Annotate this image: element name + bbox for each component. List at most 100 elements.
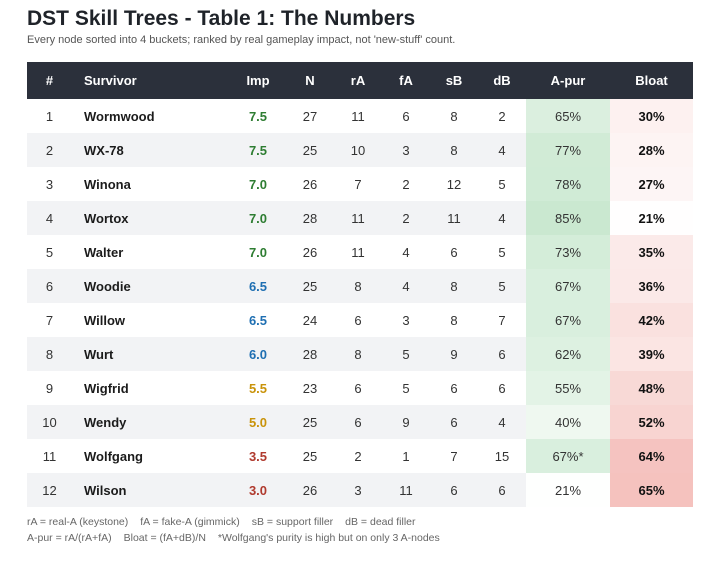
column-header: Imp bbox=[230, 62, 286, 99]
table-cell: 8 bbox=[27, 337, 72, 371]
table-cell: 6 bbox=[450, 244, 458, 260]
table-cell: 42% bbox=[610, 303, 693, 337]
table-cell: 4 bbox=[478, 201, 526, 235]
table-cell: 5 bbox=[382, 337, 430, 371]
table-cell: 15 bbox=[494, 448, 510, 464]
table-cell: Wilson bbox=[72, 473, 230, 507]
table-row: 8 Wurt 6.0 28 8 5 9 6 62% 39% bbox=[27, 337, 693, 371]
table-cell: 8 bbox=[430, 133, 478, 167]
column-header: Survivor bbox=[72, 62, 230, 99]
table-cell: 25 bbox=[286, 405, 334, 439]
table-cell: 6 bbox=[478, 337, 526, 371]
table-cell: 2 bbox=[498, 108, 506, 124]
table-cell: 1 bbox=[402, 448, 410, 464]
table-cell: 6 bbox=[402, 108, 410, 124]
table-cell: 67% bbox=[526, 269, 610, 303]
table-cell: 9 bbox=[382, 405, 430, 439]
table-row: 5 Walter 7.0 26 11 4 6 5 73% 35% bbox=[27, 235, 693, 269]
column-header: dB bbox=[478, 62, 526, 99]
table-cell: 4 bbox=[27, 201, 72, 235]
table-cell: 21% bbox=[638, 210, 665, 226]
table-cell: Woodie bbox=[72, 269, 230, 303]
title: DST Skill Trees - Table 1: The Numbers bbox=[27, 7, 416, 30]
table-cell: 3 bbox=[45, 176, 54, 192]
footnote: sB = support filler bbox=[251, 516, 334, 528]
table-cell: 7.0 bbox=[248, 244, 268, 260]
column-header: rA bbox=[334, 62, 382, 99]
table-cell: Wolfgang bbox=[84, 448, 143, 464]
column-header: Bloat bbox=[610, 62, 693, 99]
table-row: 6 Woodie 6.5 25 8 4 8 5 67% 36% bbox=[27, 269, 693, 303]
table-row: 10 Wendy 5.0 25 6 9 6 4 40% 52% bbox=[27, 405, 693, 439]
table-cell: 5 bbox=[498, 176, 506, 192]
table-cell: Walter bbox=[84, 244, 124, 260]
table-row: 7 Willow 6.5 24 6 3 8 7 67% 42% bbox=[27, 303, 693, 337]
table-cell: 11 bbox=[334, 201, 382, 235]
table-cell: 27% bbox=[610, 167, 693, 201]
table-cell: 4 bbox=[402, 244, 410, 260]
table-cell: 5 bbox=[402, 380, 410, 396]
table-cell: 10 bbox=[27, 405, 72, 439]
table-cell: 7 bbox=[354, 176, 362, 192]
table-row: 1 Wormwood 7.5 27 11 6 8 2 65% 30% bbox=[27, 99, 693, 133]
table-cell: 23 bbox=[302, 380, 318, 396]
table-row: 11 Wolfgang 3.5 25 2 1 7 15 67%* 64% bbox=[27, 439, 693, 473]
table-row: 3 Winona 7.0 26 7 2 12 5 78% 27% bbox=[27, 167, 693, 201]
table-cell: 4 bbox=[382, 269, 430, 303]
table-cell: 11 bbox=[351, 244, 365, 260]
table-cell: 7 bbox=[450, 448, 458, 464]
column-header: sB bbox=[430, 62, 478, 99]
table-cell: 3 bbox=[382, 133, 430, 167]
table-cell: 7.0 bbox=[230, 201, 286, 235]
footnote: fA = fake-A (gimmick) bbox=[140, 516, 240, 528]
table-cell: 6 bbox=[498, 380, 506, 396]
table-cell: Wigfrid bbox=[84, 380, 129, 396]
table-row: 2 WX-78 7.5 25 10 3 8 4 77% 28% bbox=[27, 133, 693, 167]
table-cell: 36% bbox=[610, 269, 693, 303]
table-cell: 26 bbox=[286, 473, 334, 507]
table-cell: 9 bbox=[45, 380, 54, 396]
table-cell: Wurt bbox=[72, 337, 230, 371]
table-cell: Wendy bbox=[72, 405, 230, 439]
table-cell: 52% bbox=[610, 405, 693, 439]
table-cell: 6.5 bbox=[230, 269, 286, 303]
table-cell: 26 bbox=[302, 244, 318, 260]
table-cell: 8 bbox=[334, 337, 382, 371]
table-cell: 7.5 bbox=[248, 108, 268, 124]
table-cell: 73% bbox=[526, 235, 610, 269]
table-cell: 78% bbox=[526, 167, 610, 201]
table-cell: WX-78 bbox=[72, 133, 230, 167]
table-cell: 65% bbox=[610, 473, 693, 507]
footnote: Bloat = (fA+dB)/N bbox=[123, 532, 206, 544]
table-cell: 10 bbox=[334, 133, 382, 167]
table-cell: 28% bbox=[610, 133, 693, 167]
table-cell: 25 bbox=[286, 133, 334, 167]
table-cell: 7 bbox=[498, 312, 506, 328]
footnote: rA = real-A (keystone) bbox=[27, 516, 129, 528]
table-cell: 11 bbox=[351, 108, 365, 124]
table-cell: Wormwood bbox=[84, 108, 155, 124]
table-cell: 6 bbox=[354, 312, 362, 328]
table-cell: 77% bbox=[526, 133, 610, 167]
table-cell: 4 bbox=[478, 405, 526, 439]
table-cell: 55% bbox=[526, 371, 610, 405]
table-cell: 2 bbox=[354, 448, 362, 464]
footnote-line: rA = real-A (keystone) fA = fake-A (gimmi… bbox=[27, 516, 428, 528]
footnote: dB = dead filler bbox=[345, 516, 416, 528]
table-cell: 6 bbox=[334, 405, 382, 439]
footnote: *Wolfgang's purity is high but on only 3… bbox=[217, 532, 440, 544]
table-cell: 48% bbox=[610, 371, 693, 405]
table-cell: Winona bbox=[84, 176, 131, 192]
table-row: 9 Wigfrid 5.5 23 6 5 6 6 55% 48% bbox=[27, 371, 693, 405]
column-header: N bbox=[286, 62, 334, 99]
table-cell: 5 bbox=[45, 244, 54, 260]
table-cell: 6 bbox=[27, 269, 72, 303]
table-cell: 21% bbox=[554, 482, 582, 498]
table-cell: 3.0 bbox=[230, 473, 286, 507]
table-cell: 25 bbox=[302, 448, 318, 464]
table-cell: 27 bbox=[302, 108, 318, 124]
table-cell: 26 bbox=[302, 176, 318, 192]
table-cell: 8 bbox=[450, 108, 458, 124]
